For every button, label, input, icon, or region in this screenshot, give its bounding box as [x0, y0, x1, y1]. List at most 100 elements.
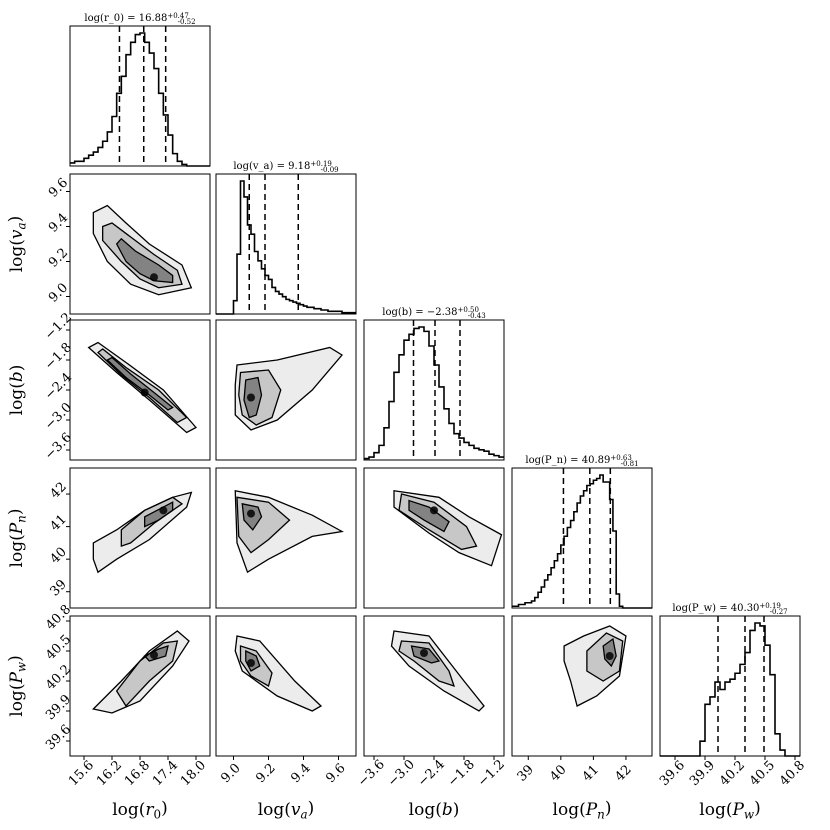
contour-level-0-1-0 — [115, 237, 174, 284]
xtick-label-4-3: 40.5 — [747, 758, 778, 789]
ylabel-2: log(b) — [7, 365, 27, 416]
panel-frame-2-1 — [215, 319, 357, 461]
xlabel-1: log(va) — [258, 798, 315, 821]
density-peak-4-2 — [420, 649, 428, 657]
ytick-label-4-3: 40.5 — [43, 632, 74, 663]
ytick-label-4-2: 40.2 — [43, 662, 74, 693]
ylabel-1: log(va) — [5, 216, 28, 273]
marginal-frame-0 — [69, 25, 211, 167]
marginal-frame-4 — [659, 615, 801, 757]
xtick-label-3-3: 42 — [612, 762, 634, 784]
xtick-label-2-3: −1.8 — [445, 757, 478, 790]
xtick-label-0-0: 15.6 — [66, 758, 97, 789]
contour-level-2-2-0 — [87, 341, 198, 434]
hist-steps-3 — [512, 474, 652, 609]
panel-3-2 — [363, 467, 505, 609]
panel-frame-3-1 — [215, 467, 357, 609]
density-inner-3-2 — [409, 500, 449, 532]
marginal-panel-2 — [363, 319, 505, 461]
contour-level-1-4-0 — [115, 640, 179, 708]
contour-level-1-3-1 — [236, 496, 291, 554]
marginal-frame-1 — [215, 173, 357, 315]
contour-level-1-4-3 — [586, 632, 624, 682]
xtick-label-4-2: 40.2 — [717, 758, 748, 789]
hist-steps-0 — [70, 32, 210, 167]
panel-frame-1-0 — [69, 173, 211, 315]
contour-level-2-2-1 — [234, 346, 343, 431]
marginal-frame-3 — [511, 467, 653, 609]
xtick-label-2-4: −1.2 — [475, 757, 508, 790]
marginal-panel-3 — [511, 467, 653, 609]
contour-level-2-4-2 — [390, 630, 485, 712]
marginal-frame-2 — [363, 319, 505, 461]
ylabel-4: log(Pw) — [5, 655, 28, 716]
panel-4-2 — [363, 615, 505, 757]
xtick-label-1-3: 9.6 — [323, 761, 348, 786]
xtick-label-2-2: −2.4 — [415, 757, 448, 790]
xtick-label-1-1: 9.2 — [253, 761, 278, 786]
ytick-label-4-1: 39.9 — [43, 692, 74, 723]
xtick-label-3-2: 41 — [580, 762, 602, 784]
xtick-label-0-4: 18.0 — [178, 758, 209, 789]
xtick-label-2-1: −3.0 — [385, 757, 418, 790]
ytick-label-1-2: 9.4 — [46, 210, 71, 235]
panel-frame-3-0 — [69, 467, 211, 609]
density-inner-1-0 — [116, 238, 173, 283]
marginal-panel-1 — [215, 173, 357, 315]
panel-frame-4-2 — [363, 615, 505, 757]
panel-4-3 — [511, 615, 653, 757]
ytick-label-3-3: 42 — [47, 479, 69, 501]
xtick-label-1-2: 9.4 — [288, 761, 313, 786]
contour-level-1-4-1 — [239, 645, 273, 687]
density-peak-2-1 — [247, 393, 255, 402]
ytick-label-3-2: 41 — [47, 512, 69, 534]
ytick-label-4-4: 40.8 — [43, 602, 74, 633]
marginal-panel-0 — [69, 25, 211, 167]
contour-level-1-3-2 — [398, 493, 478, 551]
xtick-label-0-3: 17.4 — [150, 758, 181, 789]
ytick-label-1-0: 9.0 — [46, 280, 71, 305]
marginal-title-4: log(P_w) = 40.30+0.19 -0.27 — [672, 602, 787, 616]
density-inner-2-0 — [107, 357, 173, 410]
panel-frame-4-3 — [511, 615, 653, 757]
contour-level-0-4-1 — [245, 649, 261, 672]
density-peak-3-1 — [247, 509, 255, 518]
density-peak-4-3 — [605, 652, 614, 660]
contour-level-2-1-0 — [92, 204, 193, 296]
hist-steps-1 — [216, 180, 356, 315]
xtick-label-0-1: 16.2 — [94, 758, 125, 789]
xlabel-3: log(Pn) — [553, 798, 612, 821]
xtick-label-4-0: 39.6 — [657, 758, 688, 789]
contour-level-0-4-0 — [143, 645, 169, 662]
panel-frame-4-1 — [215, 615, 357, 757]
marginal-title-0: log(r_0) = 16.88+0.47 -0.52 — [84, 12, 195, 26]
ytick-label-1-1: 9.2 — [46, 245, 71, 270]
contour-level-0-3-1 — [241, 502, 263, 531]
ylabel-3: log(Pn) — [5, 509, 28, 568]
contour-level-2-3-2 — [393, 490, 503, 567]
hist-steps-2 — [364, 326, 504, 460]
density-peak-4-1 — [247, 659, 255, 667]
contour-level-2-3-0 — [92, 491, 193, 574]
panel-4-1 — [215, 615, 357, 757]
contour-level-0-4-2 — [410, 645, 441, 664]
contour-level-0-2-0 — [106, 356, 174, 411]
xlabel-2: log(b) — [409, 800, 460, 820]
xtick-label-4-4: 40.8 — [777, 758, 808, 789]
panel-frame-3-2 — [363, 467, 505, 609]
marginal-panel-4 — [659, 615, 801, 757]
xtick-label-4-1: 39.9 — [687, 758, 718, 789]
marginal-title-1: log(v_a) = 9.18+0.19 -0.09 — [233, 160, 338, 174]
ytick-label-4-0: 39.6 — [43, 722, 74, 753]
contour-level-2-4-3 — [563, 625, 627, 707]
xlabel-4: log(Pw) — [699, 798, 760, 821]
panel-2-1 — [215, 319, 357, 461]
hist-steps-4 — [660, 622, 800, 757]
contour-level-2-4-1 — [234, 635, 323, 712]
contour-level-0-2-1 — [243, 376, 263, 419]
contour-level-0-4-3 — [602, 637, 617, 668]
density-mid-4-0 — [116, 641, 178, 706]
contour-level-2-4-0 — [92, 630, 190, 714]
panel-2-0 — [69, 319, 211, 461]
